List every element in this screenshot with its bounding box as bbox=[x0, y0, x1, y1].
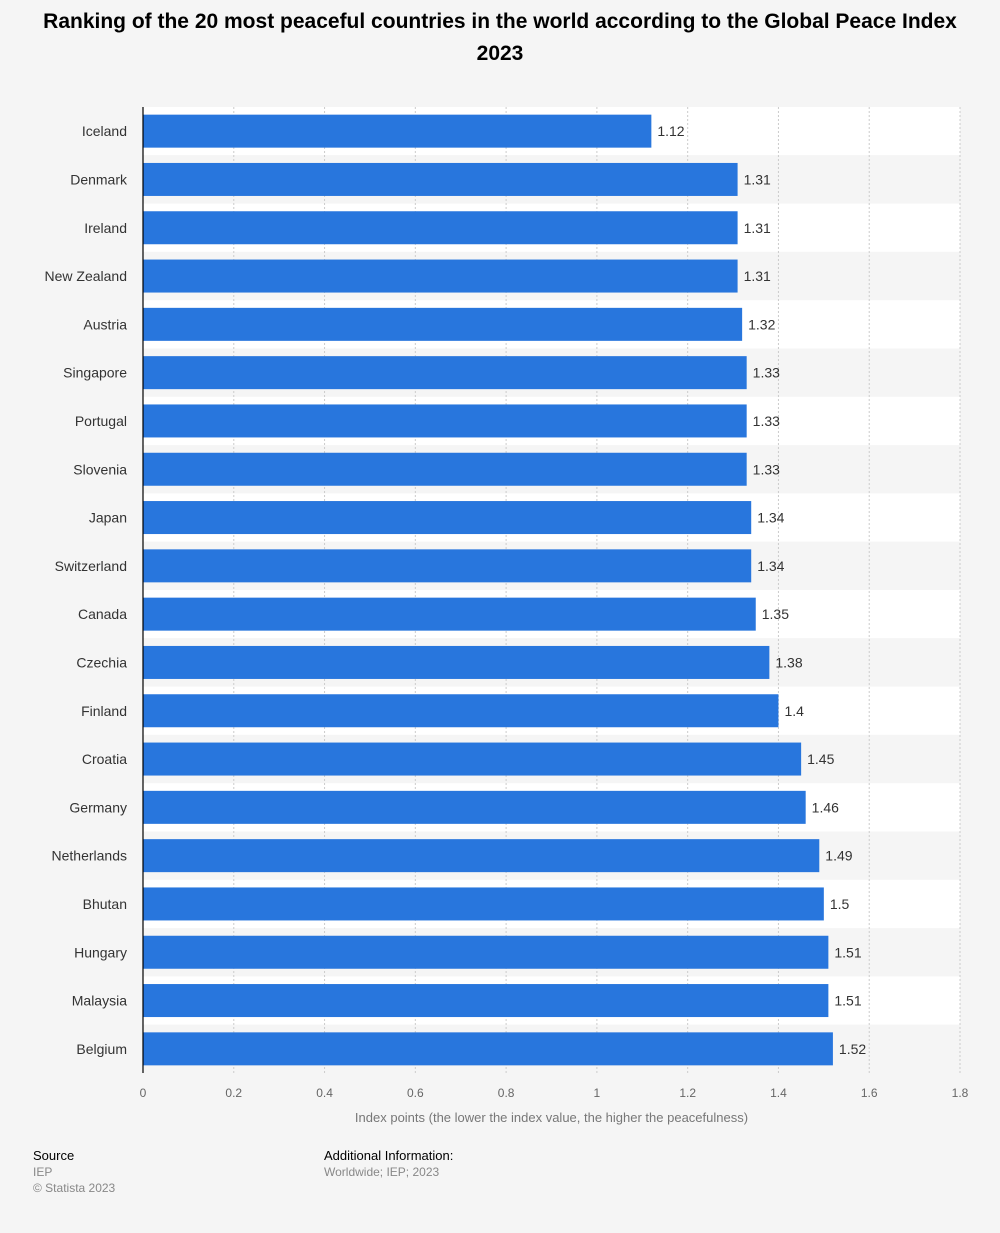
category-label: Malaysia bbox=[72, 993, 127, 1009]
category-label: Ireland bbox=[84, 220, 127, 236]
data-label: 1.4 bbox=[784, 703, 804, 719]
bar bbox=[143, 597, 756, 631]
bar bbox=[143, 404, 747, 438]
additional-info-block: Additional Information: Worldwide; IEP; … bbox=[324, 1148, 453, 1180]
bar bbox=[143, 307, 743, 341]
category-label: Croatia bbox=[82, 751, 127, 767]
x-axis-label: Index points (the lower the index value,… bbox=[355, 1110, 748, 1125]
data-label: 1.35 bbox=[762, 606, 789, 622]
bar bbox=[143, 162, 738, 196]
bar bbox=[143, 935, 829, 969]
data-label: 1.31 bbox=[744, 220, 771, 236]
bar bbox=[143, 887, 824, 921]
data-label: 1.33 bbox=[753, 413, 780, 429]
bar bbox=[143, 211, 738, 245]
category-label: Czechia bbox=[76, 654, 127, 670]
copyright-text: © Statista 2023 bbox=[33, 1181, 116, 1195]
bar bbox=[143, 356, 747, 390]
data-label: 1.34 bbox=[757, 558, 784, 574]
bar bbox=[143, 839, 820, 873]
category-label: Austria bbox=[83, 316, 127, 332]
category-label: Hungary bbox=[74, 944, 127, 960]
data-label: 1.46 bbox=[812, 799, 839, 815]
data-label: 1.34 bbox=[757, 510, 784, 526]
category-label: Singapore bbox=[63, 365, 127, 381]
bar bbox=[143, 645, 770, 679]
bar bbox=[143, 1032, 833, 1066]
x-tick-label: 0.8 bbox=[498, 1086, 515, 1100]
source-value: IEP bbox=[33, 1165, 53, 1179]
x-tick-label: 1.4 bbox=[770, 1086, 787, 1100]
data-label: 1.31 bbox=[744, 171, 771, 187]
category-label: New Zealand bbox=[45, 268, 128, 284]
bar bbox=[143, 790, 806, 824]
chart-title: Ranking of the 20 most peaceful countrie… bbox=[43, 10, 957, 65]
x-tick-label: 1.2 bbox=[679, 1086, 696, 1100]
data-label: 1.38 bbox=[775, 654, 802, 670]
x-tick-label: 0 bbox=[140, 1086, 147, 1100]
bar bbox=[143, 549, 752, 583]
data-label: 1.45 bbox=[807, 751, 834, 767]
bar bbox=[143, 694, 779, 728]
category-label: Netherlands bbox=[52, 848, 128, 864]
data-label: 1.51 bbox=[834, 993, 861, 1009]
data-label: 1.33 bbox=[753, 461, 780, 477]
bar bbox=[143, 984, 829, 1018]
source-heading: Source bbox=[33, 1148, 75, 1163]
category-label: Belgium bbox=[76, 1041, 127, 1057]
category-label: Bhutan bbox=[83, 896, 127, 912]
x-tick-label: 1.8 bbox=[952, 1086, 969, 1100]
bar bbox=[143, 501, 752, 535]
additional-info-value: Worldwide; IEP; 2023 bbox=[324, 1165, 440, 1179]
data-label: 1.12 bbox=[657, 123, 684, 139]
data-label: 1.52 bbox=[839, 1041, 866, 1057]
category-label: Switzerland bbox=[55, 558, 127, 574]
bar bbox=[143, 742, 802, 776]
data-label: 1.49 bbox=[825, 848, 852, 864]
data-label: 1.5 bbox=[830, 896, 850, 912]
x-tick-label: 0.2 bbox=[225, 1086, 242, 1100]
data-label: 1.33 bbox=[753, 365, 780, 381]
bar bbox=[143, 452, 747, 486]
bar bbox=[143, 259, 738, 293]
x-tick-label: 1 bbox=[594, 1086, 601, 1100]
x-tick-label: 0.6 bbox=[407, 1086, 424, 1100]
data-label: 1.51 bbox=[834, 944, 861, 960]
category-label: Canada bbox=[78, 606, 127, 622]
category-label: Slovenia bbox=[73, 461, 127, 477]
x-tick-label: 1.6 bbox=[861, 1086, 878, 1100]
category-label: Denmark bbox=[70, 171, 128, 187]
bar-chart: 1.12 Iceland 1.31 Denmark 1.31 Ireland 1.31 New… bbox=[45, 107, 969, 1125]
category-label: Portugal bbox=[75, 413, 127, 429]
category-label: Japan bbox=[89, 510, 127, 526]
category-label: Germany bbox=[69, 799, 127, 815]
category-label: Iceland bbox=[82, 123, 127, 139]
x-tick-label: 0.4 bbox=[316, 1086, 333, 1100]
additional-info-heading: Additional Information: bbox=[324, 1148, 454, 1163]
bar bbox=[143, 114, 652, 148]
data-label: 1.32 bbox=[748, 316, 775, 332]
category-label: Finland bbox=[81, 703, 127, 719]
data-label: 1.31 bbox=[744, 268, 771, 284]
source-block: Source IEP © Statista 2023 bbox=[33, 1148, 115, 1196]
